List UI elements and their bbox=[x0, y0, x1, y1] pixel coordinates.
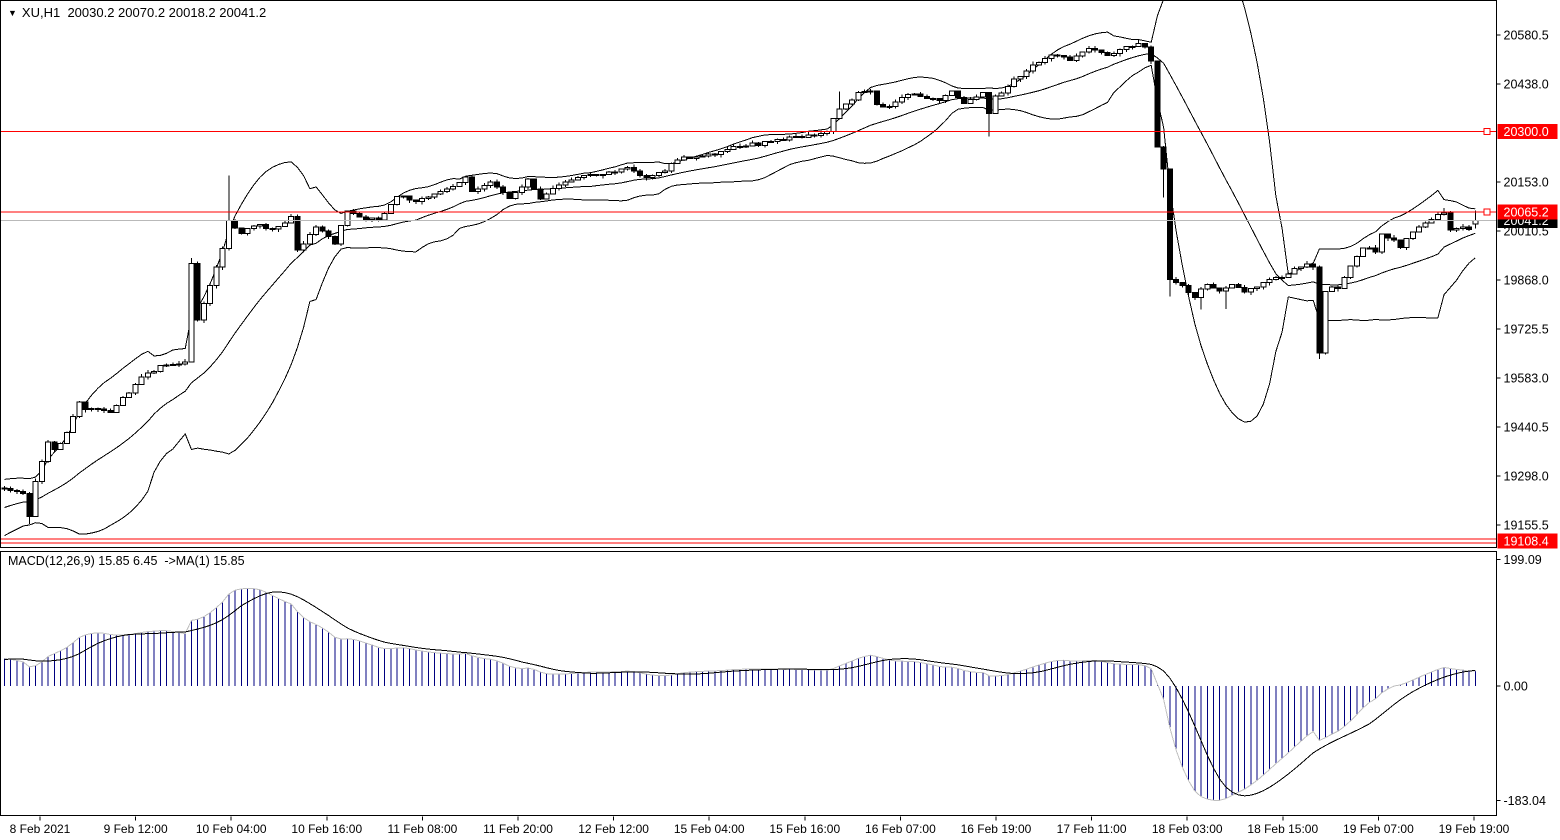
macd-tick-label: 0.00 bbox=[1504, 680, 1528, 694]
time-tick-label: 18 Feb 15:00 bbox=[1247, 822, 1318, 836]
price-tick-label: 19298.0 bbox=[1504, 470, 1549, 484]
candles bbox=[1, 40, 1479, 525]
macd-pane-content bbox=[4, 587, 1476, 801]
hline-price-badge: 20065.2 bbox=[1504, 206, 1549, 220]
time-tick-label: 10 Feb 16:00 bbox=[291, 822, 362, 836]
price-tick-label: 19725.5 bbox=[1504, 323, 1549, 337]
hline-objects[interactable] bbox=[0, 127, 1497, 544]
time-tick-label: 15 Feb 16:00 bbox=[769, 822, 840, 836]
macd-axis: 199.09 0.00 -183.04 bbox=[1496, 553, 1546, 808]
price-tick-label: 20438.0 bbox=[1504, 78, 1549, 92]
hline-handle-20065.2[interactable] bbox=[1483, 208, 1491, 216]
price-tick-label: 19155.5 bbox=[1504, 519, 1549, 533]
time-tick-label: 11 Feb 08:00 bbox=[387, 822, 457, 836]
chart-header: ▼ XU,H1 20030.2 20070.2 20018.2 20041.2 bbox=[8, 5, 266, 20]
time-tick-label: 19 Feb 07:00 bbox=[1343, 822, 1414, 836]
pane-borders bbox=[0, 0, 1497, 816]
hline-handle-20300.0[interactable] bbox=[1483, 127, 1491, 135]
hline-price-badge: 20300.0 bbox=[1504, 125, 1549, 139]
price-tick-label: 19440.5 bbox=[1504, 421, 1549, 435]
macd-signal-line bbox=[4, 591, 1476, 797]
price-tick-label: 20010.5 bbox=[1504, 225, 1549, 239]
price-tick-label: 19868.0 bbox=[1504, 274, 1549, 288]
macd-indicator-label: MACD(12,26,9) 15.85 6.45 ->MA(1) 15.85 bbox=[8, 554, 245, 568]
macd-line bbox=[4, 587, 1476, 801]
bollinger-lower-line bbox=[4, 64, 1476, 537]
time-tick-label: 9 Feb 12:00 bbox=[104, 822, 168, 836]
time-axis: 8 Feb 2021 9 Feb 12:00 10 Feb 04:00 10 Feb … bbox=[10, 816, 1510, 836]
hline-price-badge: 19108.4 bbox=[1504, 535, 1549, 549]
price-axis: 20580.5 20438.0 20153.0 20010.5 19868.0 19725… bbox=[1496, 29, 1549, 533]
time-tick-label: 16 Feb 19:00 bbox=[961, 822, 1032, 836]
time-tick-label: 8 Feb 2021 bbox=[10, 822, 71, 836]
symbol-timeframe-label: XU,H1 bbox=[21, 5, 61, 20]
time-tick-label: 18 Feb 03:00 bbox=[1152, 822, 1223, 836]
bollinger-middle-line bbox=[4, 53, 1476, 508]
time-tick-label: 11 Feb 20:00 bbox=[483, 822, 553, 836]
macd-tick-label: -183.04 bbox=[1504, 794, 1546, 808]
price-tick-label: 20153.0 bbox=[1504, 176, 1549, 190]
time-tick-label: 12 Feb 12:00 bbox=[578, 822, 649, 836]
price-tick-label: 19583.0 bbox=[1504, 372, 1549, 386]
symbol-dropdown-icon[interactable]: ▼ bbox=[8, 8, 17, 18]
time-tick-label: 16 Feb 07:00 bbox=[865, 822, 936, 836]
time-tick-label: 19 Feb 19:00 bbox=[1439, 822, 1510, 836]
time-tick-label: 15 Feb 04:00 bbox=[674, 822, 745, 836]
bollinger-bands bbox=[4, 1, 1476, 537]
bollinger-upper-line bbox=[4, 1, 1476, 480]
macd-tick-label: 199.09 bbox=[1504, 553, 1542, 567]
price-tick-label: 20580.5 bbox=[1504, 29, 1549, 43]
time-tick-label: 10 Feb 04:00 bbox=[196, 822, 267, 836]
time-tick-label: 17 Feb 11:00 bbox=[1057, 822, 1127, 836]
ohlc-values: 20030.2 20070.2 20018.2 20041.2 bbox=[67, 5, 267, 20]
